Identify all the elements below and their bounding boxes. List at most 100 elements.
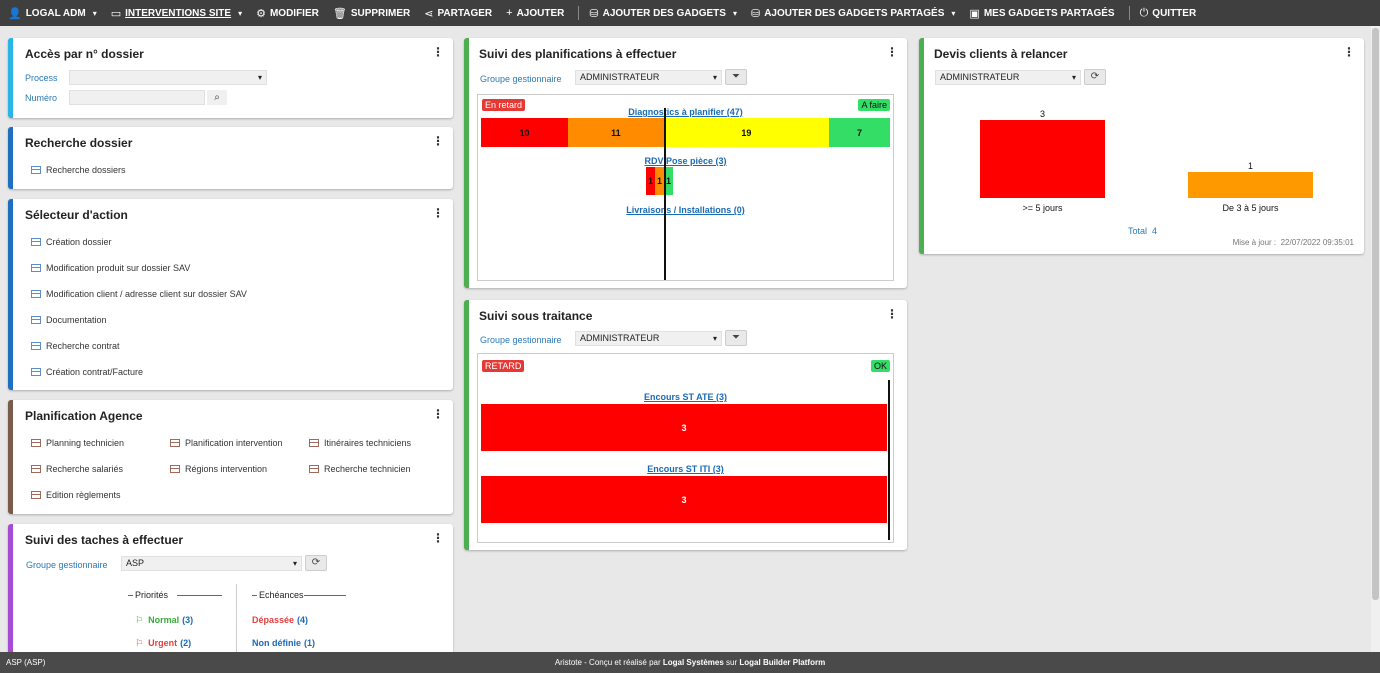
user-icon: 👤 <box>8 7 22 20</box>
groupe-gestionnaire-select[interactable]: ADMINISTRATEUR ▾ <box>575 331 722 346</box>
bar-segment[interactable]: 11 <box>568 118 664 147</box>
card-title: Accès par n° dossier <box>25 47 144 61</box>
agence-link[interactable]: Recherche technicien <box>309 464 411 474</box>
toolbar-mes-gadgets-partag-s[interactable]: ▣ MES GADGETS PARTAGÉS <box>969 7 1115 20</box>
toolbar-modifier[interactable]: ⚙ MODIFIER <box>256 7 319 20</box>
action-link[interactable]: Création contrat/Facture <box>31 367 143 377</box>
window-icon <box>170 465 180 473</box>
card-title: Suivi des taches à effectuer <box>25 533 184 547</box>
bar-label[interactable]: Diagnostics à planifier (47) <box>628 107 743 117</box>
bar-segment[interactable]: 1 <box>655 167 664 195</box>
toolbar-quitter[interactable]: ⏻ QUITTER <box>1139 6 1197 19</box>
toolbar-interventions-site[interactable]: ▭ INTERVENTIONS SITE ▾ <box>110 7 243 20</box>
kebab-menu-icon[interactable]: ⋮ <box>432 206 444 220</box>
chevron-down-icon: ▾ <box>257 73 262 82</box>
card-title: Recherche dossier <box>25 136 133 150</box>
priorites-title: Priorités <box>135 590 169 600</box>
bar-label[interactable]: RDV Pose pièce (3) <box>644 156 727 166</box>
filter-icon[interactable]: ⏷ <box>725 69 747 85</box>
process-select[interactable]: ▾ <box>69 70 267 85</box>
filter-icon[interactable]: ⏷ <box>725 330 747 346</box>
bar-segment[interactable]: 10 <box>481 118 569 147</box>
total-link[interactable]: Total 4 <box>1128 226 1158 236</box>
gear-icon: ⚙ <box>256 7 266 20</box>
chevron-down-icon: ▾ <box>951 8 956 18</box>
legend-divider <box>236 584 237 654</box>
card-planification-agence: Planification Agence ⋮ Planning technici… <box>8 400 453 514</box>
card-suivi-taches: Suivi des taches à effectuer ⋮ Groupe ge… <box>8 524 453 659</box>
priorites-line-left <box>128 595 133 596</box>
agence-link[interactable]: Itinéraires techniciens <box>309 438 411 448</box>
kebab-menu-icon[interactable]: ⋮ <box>432 45 444 59</box>
toolbar-ajouter-des-gadgets[interactable]: ⛁ AJOUTER DES GADGETS ▾ <box>589 7 737 20</box>
priorite-item[interactable]: ⚐ Normal (3) <box>135 615 194 625</box>
toolbar-separator <box>578 6 580 20</box>
window-icon <box>31 290 41 298</box>
card-title: Suivi des planifications à effectuer <box>479 47 677 61</box>
toolbar-ajouter[interactable]: + AJOUTER <box>506 7 565 19</box>
priorites-line-right <box>177 595 222 596</box>
refresh-icon[interactable]: ⟳ <box>1084 69 1106 85</box>
ok-badge: OK <box>870 360 890 372</box>
a-faire-badge: A faire <box>858 99 890 111</box>
card-selecteur-action: Sélecteur d'action ⋮ Création dossier Mod… <box>8 199 453 390</box>
refresh-icon[interactable]: ⟳ <box>305 555 327 571</box>
agence-link[interactable]: Edition règlements <box>31 490 121 500</box>
agence-link[interactable]: Planification intervention <box>170 438 283 448</box>
bar-segment[interactable]: 1 <box>664 167 673 195</box>
groupe-gestionnaire-select[interactable]: ADMINISTRATEUR ▾ <box>935 70 1081 85</box>
bar-segment[interactable]: 3 <box>481 404 887 451</box>
window-icon <box>31 368 41 376</box>
bar-value-label: 1 <box>1247 161 1253 171</box>
bar-segment[interactable]: 7 <box>829 118 890 147</box>
toolbar-partager[interactable]: ⋖ PARTAGER <box>424 7 493 20</box>
kebab-menu-icon[interactable]: ⋮ <box>432 407 444 421</box>
search-icon[interactable]: ⌕ <box>207 90 227 105</box>
toolbar-ajouter-des-gadgets-partag-s[interactable]: ⛁ AJOUTER DES GADGETS PARTAGÉS ▾ <box>750 7 956 20</box>
echeance-item[interactable]: Dépassée (4) <box>252 615 309 625</box>
bar-segment[interactable]: 3 <box>481 476 887 523</box>
bar-segment[interactable]: 19 <box>663 118 830 147</box>
kebab-menu-icon[interactable]: ⋮ <box>886 45 898 59</box>
groupe-gestionnaire-select[interactable]: ADMINISTRATEUR ▾ <box>575 70 722 85</box>
priorite-item[interactable]: ⚐ Urgent (2) <box>135 638 192 648</box>
kebab-menu-icon[interactable]: ⋮ <box>1343 45 1355 59</box>
bar-label[interactable]: Livraisons / Installations (0) <box>626 205 745 215</box>
briefcase-icon: ▣ <box>969 7 980 20</box>
action-link[interactable]: Modification produit sur dossier SAV <box>31 263 190 273</box>
bar-label[interactable]: Encours ST ATE (3) <box>643 392 727 402</box>
numero-label: Numéro <box>25 93 58 103</box>
center-line <box>664 108 666 280</box>
page-scrollbar[interactable] <box>1371 26 1380 652</box>
toolbar-logal-adm[interactable]: 👤 LOGAL ADM ▾ <box>8 7 97 20</box>
action-link[interactable]: Création dossier <box>31 237 112 247</box>
bar-label[interactable]: Encours ST ITI (3) <box>647 464 724 474</box>
groupe-gestionnaire-select[interactable]: ASP ▾ <box>121 556 302 571</box>
bar[interactable] <box>980 120 1105 198</box>
bar[interactable] <box>1188 172 1313 198</box>
agence-link[interactable]: Régions intervention <box>170 464 267 474</box>
echeances-title: Echéances <box>259 590 304 600</box>
window-icon <box>31 491 41 499</box>
action-link[interactable]: Modification client / adresse client sur… <box>31 289 247 299</box>
kebab-menu-icon[interactable]: ⋮ <box>432 134 444 148</box>
agence-link[interactable]: Recherche salariés <box>31 464 123 474</box>
link-recherche-dossiers[interactable]: Recherche dossiers <box>31 165 126 175</box>
window-icon <box>31 166 41 174</box>
echeances-line-left <box>252 595 257 596</box>
agence-link[interactable]: Planning technicien <box>31 438 124 448</box>
action-link[interactable]: Recherche contrat <box>31 341 120 351</box>
mise-a-jour-text: Mise à jour : 22/07/2022 09:35:01 <box>1232 238 1354 247</box>
kebab-menu-icon[interactable]: ⋮ <box>886 307 898 321</box>
category-label: De 3 à 5 jours <box>1222 203 1279 213</box>
top-toolbar: 👤 LOGAL ADM ▾ ▭ INTERVENTIONS SITE ▾ ⚙ MODIFIER… <box>0 0 1380 26</box>
bar-segment[interactable]: 1 <box>646 167 655 195</box>
right-line <box>888 380 890 540</box>
toolbar-supprimer[interactable]: 🗑 SUPPRIMER <box>332 7 411 20</box>
numero-input[interactable] <box>69 90 205 105</box>
action-link[interactable]: Documentation <box>31 315 107 325</box>
kebab-menu-icon[interactable]: ⋮ <box>432 531 444 545</box>
scrollbar-thumb[interactable] <box>1372 28 1379 600</box>
echeance-item[interactable]: Non définie (1) <box>252 638 315 648</box>
window-icon <box>31 439 41 447</box>
